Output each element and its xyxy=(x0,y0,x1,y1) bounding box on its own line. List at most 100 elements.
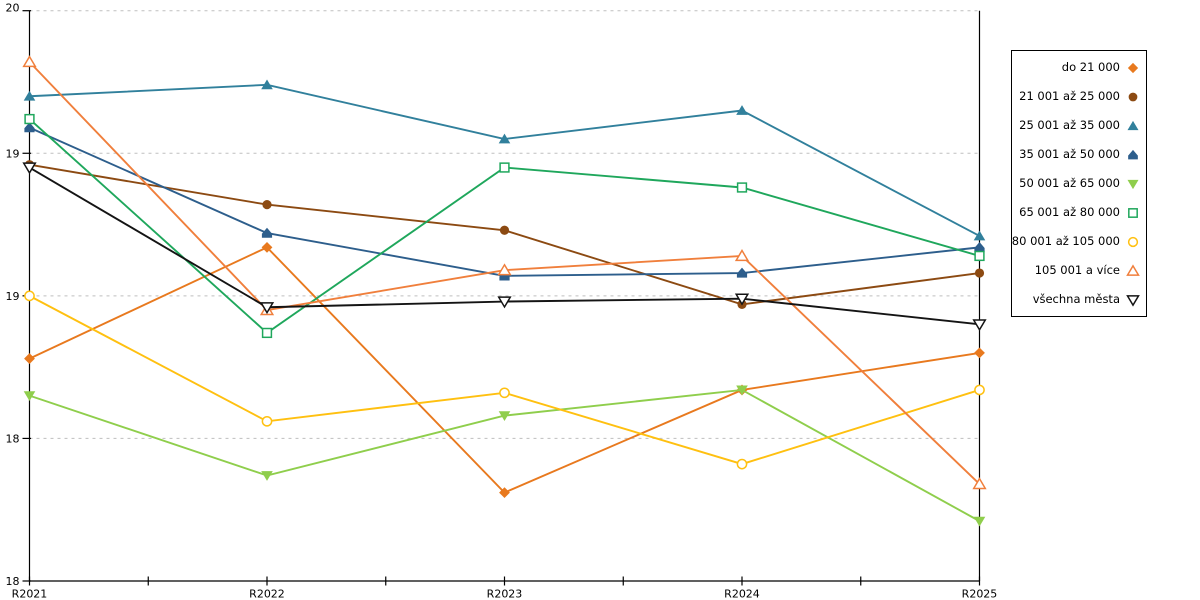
legend-label: všechna města xyxy=(1032,291,1120,306)
legend-label: 80 001 až 105 000 xyxy=(1011,233,1120,248)
square-icon xyxy=(1128,207,1138,218)
triangle-down-marker xyxy=(23,391,36,402)
triangle-down-marker xyxy=(261,471,273,481)
triangle-down-marker xyxy=(1127,179,1139,189)
x-tick-label: R2022 xyxy=(249,588,285,600)
legend-item: všechna města xyxy=(1012,285,1146,314)
circle-marker xyxy=(499,225,510,235)
series-line xyxy=(29,126,980,277)
triangle-up-marker xyxy=(1126,263,1140,276)
square-marker xyxy=(1128,207,1138,218)
legend-item: 65 001 až 80 000 xyxy=(1012,198,1146,227)
triangle-down-marker xyxy=(22,162,37,175)
pentagon-up-marker xyxy=(974,241,985,252)
legend-item: 25 001 až 35 000 xyxy=(1012,111,1146,140)
legend-item: do 21 000 xyxy=(1012,53,1146,82)
triangle-down-marker xyxy=(1126,294,1140,307)
triangle-up-marker xyxy=(23,90,36,101)
square-marker xyxy=(974,250,985,262)
series-line xyxy=(29,83,980,237)
legend-label: 50 001 až 65 000 xyxy=(1019,175,1120,190)
square-marker xyxy=(499,162,510,173)
pentagon-up-icon xyxy=(1128,149,1138,159)
triangle-up-icon xyxy=(1127,120,1139,130)
triangle-down-marker xyxy=(973,516,986,527)
circle-marker xyxy=(1128,92,1138,101)
circle-marker xyxy=(974,268,985,278)
y-tick-label: 20 xyxy=(6,2,20,15)
diamond-marker xyxy=(261,241,273,253)
triangle-up-marker xyxy=(261,79,273,90)
pentagon-up-marker xyxy=(1128,149,1138,159)
triangle-up-marker xyxy=(973,230,986,241)
triangle-down-icon xyxy=(1126,294,1140,307)
legend-item: 35 001 až 50 000 xyxy=(1012,140,1146,169)
legend-label: 105 001 a více xyxy=(1034,262,1120,277)
series-line xyxy=(29,246,980,494)
pentagon-up-marker xyxy=(261,227,273,238)
y-tick-label: 19 xyxy=(6,290,20,303)
diamond-marker xyxy=(1127,62,1139,73)
square-marker xyxy=(736,182,748,193)
triangle-down-marker xyxy=(972,319,987,332)
legend-item: 80 001 až 105 000 xyxy=(1012,227,1146,256)
diamond-marker xyxy=(974,347,985,359)
circle-icon xyxy=(1128,92,1138,101)
triangle-up-marker xyxy=(734,249,750,262)
diamond-marker xyxy=(499,487,510,499)
square-marker xyxy=(24,113,35,125)
pentagon-up-marker xyxy=(499,270,510,281)
triangle-up-icon xyxy=(1126,263,1140,276)
legend-label: do 21 000 xyxy=(1061,59,1120,74)
series-2 xyxy=(24,160,985,310)
legend-label: 21 001 až 25 000 xyxy=(1019,88,1120,103)
triangle-down-marker xyxy=(734,293,750,306)
triangle-up-marker xyxy=(736,105,748,115)
series-4 xyxy=(24,122,985,281)
legend-item: 50 001 až 65 000 xyxy=(1012,169,1146,198)
x-tick-label: R2021 xyxy=(12,588,48,600)
x-tick-label: R2025 xyxy=(962,588,998,600)
circle-marker xyxy=(974,384,985,396)
square-marker xyxy=(261,327,273,339)
triangle-up-marker xyxy=(22,55,37,68)
y-tick-label: 19 xyxy=(6,147,20,160)
circle-marker xyxy=(24,290,35,302)
circle-marker xyxy=(1127,236,1139,247)
series-9 xyxy=(22,162,987,332)
triangle-up-marker xyxy=(972,477,987,490)
circle-marker xyxy=(261,415,273,427)
x-tick-label: R2023 xyxy=(487,588,523,600)
series-7 xyxy=(24,290,985,470)
legend-item: 21 001 až 25 000 xyxy=(1012,82,1146,111)
circle-icon xyxy=(1127,236,1139,247)
legend-label: 65 001 až 80 000 xyxy=(1019,204,1120,219)
triangle-up-marker xyxy=(498,133,511,144)
series-3 xyxy=(23,79,986,241)
series-line xyxy=(29,388,980,522)
circle-marker xyxy=(736,458,748,470)
legend-label: 35 001 až 50 000 xyxy=(1019,146,1120,161)
pentagon-up-marker xyxy=(24,122,35,133)
series-8 xyxy=(22,55,987,490)
triangle-down-marker xyxy=(498,411,511,422)
legend: do 21 000 21 001 až 25 000 25 001 až 35 00… xyxy=(1011,50,1147,317)
triangle-down-marker xyxy=(497,296,512,309)
triangle-down-marker xyxy=(259,302,275,315)
x-tick-label: R2024 xyxy=(724,588,760,600)
y-tick-label: 18 xyxy=(6,575,20,588)
legend-item: 105 001 a více xyxy=(1012,256,1146,285)
triangle-down-marker xyxy=(736,385,748,396)
series-5 xyxy=(23,385,986,527)
triangle-up-marker xyxy=(1127,120,1139,130)
circle-marker xyxy=(262,200,272,210)
triangle-up-marker xyxy=(497,263,512,276)
y-tick-label: 18 xyxy=(6,432,20,445)
diamond-marker xyxy=(24,353,35,364)
legend-label: 25 001 až 35 000 xyxy=(1019,117,1120,132)
pentagon-up-marker xyxy=(736,267,748,278)
circle-marker xyxy=(499,387,510,399)
diamond-icon xyxy=(1127,62,1139,73)
